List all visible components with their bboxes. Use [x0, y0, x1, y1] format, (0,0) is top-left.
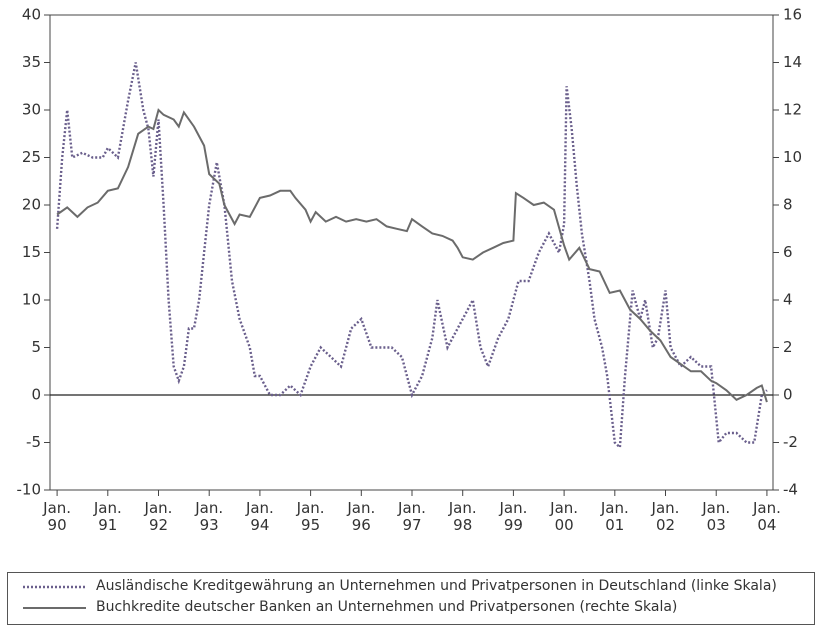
x-tick-label: Jan. 90 [43, 499, 72, 534]
legend-keys [23, 585, 86, 609]
y-tick-label: 0 [31, 386, 41, 404]
x-tick-label: Jan. 93 [195, 499, 224, 534]
x-tick-label: Jan. 99 [499, 499, 528, 534]
y2-tick-label: -2 [783, 433, 798, 451]
x-tick-label: Jan. 03 [702, 499, 731, 534]
y2-tick-label: 2 [783, 338, 793, 356]
chart: -10 -5 0 5 10 15 20 25 30 35 40 -4 -2 0 2 4 6 8 10 12 14 16 [17, 6, 803, 499]
y-tick-label: 20 [22, 196, 41, 214]
series-line [55, 62, 768, 450]
x-tick-label: Jan. 02 [651, 499, 680, 534]
x-tick-label: Jan. 92 [144, 499, 173, 534]
y2-tick-label: 12 [783, 101, 802, 119]
y2-tick-label: 0 [783, 386, 793, 404]
y2-tick-label: 6 [783, 243, 793, 261]
y-tick-label: 5 [31, 338, 41, 356]
y-tick-label: 40 [22, 6, 41, 24]
plot-frame [49, 14, 774, 491]
x-tick-label: Jan. 00 [550, 499, 579, 534]
x-tick-label: Jan. 98 [448, 499, 477, 534]
x-tick-label: Jan. 94 [245, 499, 274, 534]
x-tick-label: Jan. 95 [296, 499, 325, 534]
y2-tick-label: 10 [783, 148, 802, 166]
y-tick-label: -10 [17, 481, 42, 499]
y-tick-label: 15 [22, 243, 41, 261]
legend-entry: Buchkredite deutscher Banken an Unterneh… [96, 599, 678, 615]
y-tick-label: 30 [22, 101, 41, 119]
y-tick-label: 25 [22, 148, 41, 166]
x-tick-label: Jan. 97 [398, 499, 426, 534]
x-tick-label: Jan. 91 [93, 499, 122, 534]
x-tick-label: Jan. 04 [752, 499, 781, 534]
x-tick-label: Jan. 96 [347, 499, 376, 534]
legend: Ausländische Kreditgewährung an Unterneh… [7, 572, 815, 625]
y2-tick-label: 8 [783, 196, 793, 214]
x-tick-label: Jan. 01 [600, 499, 629, 534]
y-tick-label: 35 [22, 53, 41, 71]
y-tick-label: -5 [26, 433, 41, 451]
y2-tick-label: -4 [783, 481, 798, 499]
legend-entry: Ausländische Kreditgewährung an Unterneh… [96, 578, 777, 594]
y2-tick-label: 16 [783, 6, 802, 24]
y2-tick-label: 4 [783, 291, 793, 309]
y-tick-label: 10 [22, 291, 41, 309]
series-line [56, 108, 768, 403]
y2-tick-label: 14 [783, 53, 802, 71]
